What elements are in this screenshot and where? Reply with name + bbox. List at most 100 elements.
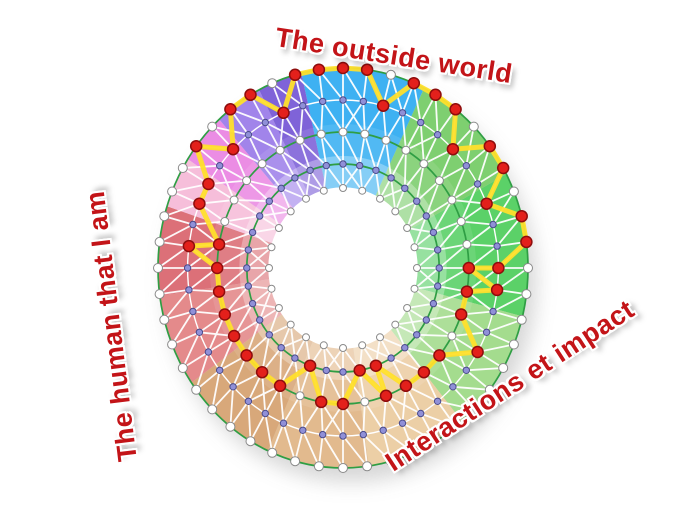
red-node[interactable] bbox=[312, 63, 326, 76]
white-node[interactable] bbox=[338, 127, 348, 137]
purple-node[interactable] bbox=[248, 299, 257, 308]
red-node[interactable] bbox=[353, 364, 366, 377]
white-node[interactable] bbox=[410, 243, 419, 252]
purple-node[interactable] bbox=[279, 419, 288, 427]
purple-node[interactable] bbox=[216, 162, 224, 170]
red-node[interactable] bbox=[288, 68, 302, 82]
purple-node[interactable] bbox=[339, 160, 347, 168]
purple-node[interactable] bbox=[493, 242, 501, 250]
red-node[interactable] bbox=[417, 365, 431, 379]
purple-node[interactable] bbox=[319, 430, 327, 439]
purple-node[interactable] bbox=[433, 131, 442, 139]
red-node[interactable] bbox=[210, 261, 224, 275]
red-node[interactable] bbox=[360, 63, 374, 76]
white-node[interactable] bbox=[313, 461, 324, 472]
white-node[interactable] bbox=[290, 456, 301, 467]
white-node[interactable] bbox=[498, 363, 509, 373]
purple-node[interactable] bbox=[434, 282, 442, 290]
white-node[interactable] bbox=[242, 176, 252, 186]
purple-node[interactable] bbox=[204, 348, 213, 356]
white-node[interactable] bbox=[229, 195, 239, 205]
white-node[interactable] bbox=[456, 217, 466, 226]
white-node[interactable] bbox=[167, 339, 178, 350]
white-node[interactable] bbox=[339, 344, 347, 352]
purple-node[interactable] bbox=[433, 397, 442, 405]
white-node[interactable] bbox=[381, 135, 391, 145]
purple-node[interactable] bbox=[379, 426, 387, 434]
purple-node[interactable] bbox=[462, 162, 470, 170]
red-node[interactable] bbox=[273, 379, 287, 393]
white-node[interactable] bbox=[275, 145, 285, 155]
white-node[interactable] bbox=[267, 78, 278, 89]
purple-node[interactable] bbox=[248, 228, 257, 237]
red-node[interactable] bbox=[255, 365, 269, 379]
purple-node[interactable] bbox=[261, 409, 269, 418]
purple-node[interactable] bbox=[291, 174, 299, 182]
white-node[interactable] bbox=[403, 224, 412, 232]
purple-node[interactable] bbox=[356, 161, 364, 170]
purple-node[interactable] bbox=[482, 328, 491, 336]
white-node[interactable] bbox=[316, 129, 326, 139]
white-node[interactable] bbox=[286, 320, 295, 329]
red-node[interactable] bbox=[446, 142, 460, 156]
white-node[interactable] bbox=[267, 243, 276, 252]
purple-node[interactable] bbox=[429, 299, 438, 308]
red-node[interactable] bbox=[189, 139, 203, 153]
red-node[interactable] bbox=[449, 103, 462, 116]
sector-cyan[interactable] bbox=[301, 67, 425, 269]
purple-node[interactable] bbox=[398, 109, 407, 117]
red-node[interactable] bbox=[483, 139, 497, 153]
white-node[interactable] bbox=[521, 289, 532, 300]
purple-node[interactable] bbox=[489, 307, 497, 316]
white-node[interactable] bbox=[462, 239, 472, 249]
white-node[interactable] bbox=[408, 447, 419, 458]
white-node[interactable] bbox=[447, 195, 457, 205]
purple-node[interactable] bbox=[185, 286, 193, 294]
purple-node[interactable] bbox=[473, 180, 482, 188]
purple-node[interactable] bbox=[462, 366, 470, 374]
white-node[interactable] bbox=[410, 284, 419, 293]
white-node[interactable] bbox=[225, 421, 236, 432]
white-node[interactable] bbox=[450, 421, 461, 432]
white-node[interactable] bbox=[154, 289, 165, 300]
red-node[interactable] bbox=[240, 349, 253, 362]
purple-node[interactable] bbox=[401, 184, 409, 193]
red-node[interactable] bbox=[379, 389, 393, 403]
red-node[interactable] bbox=[429, 88, 442, 102]
red-node[interactable] bbox=[471, 345, 484, 359]
purple-node[interactable] bbox=[195, 328, 204, 336]
white-node[interactable] bbox=[177, 363, 188, 373]
white-node[interactable] bbox=[207, 404, 218, 415]
white-node[interactable] bbox=[413, 264, 421, 272]
white-node[interactable] bbox=[508, 339, 519, 350]
purple-node[interactable] bbox=[299, 426, 307, 434]
white-node[interactable] bbox=[274, 304, 283, 312]
purple-node[interactable] bbox=[422, 316, 430, 324]
purple-node[interactable] bbox=[359, 97, 367, 106]
white-node[interactable] bbox=[339, 184, 347, 192]
red-node[interactable] bbox=[336, 397, 350, 411]
purple-node[interactable] bbox=[244, 246, 253, 254]
white-node[interactable] bbox=[358, 186, 367, 195]
purple-node[interactable] bbox=[244, 282, 253, 290]
white-node[interactable] bbox=[447, 331, 457, 341]
purple-node[interactable] bbox=[244, 131, 253, 139]
red-node[interactable] bbox=[277, 106, 290, 120]
white-node[interactable] bbox=[159, 211, 170, 222]
white-node[interactable] bbox=[419, 159, 429, 169]
purple-node[interactable] bbox=[277, 184, 285, 193]
white-node[interactable] bbox=[220, 217, 230, 226]
red-node[interactable] bbox=[212, 285, 226, 298]
red-node[interactable] bbox=[303, 359, 317, 372]
red-node[interactable] bbox=[520, 235, 533, 249]
purple-node[interactable] bbox=[429, 228, 438, 237]
purple-node[interactable] bbox=[401, 344, 409, 352]
purple-node[interactable] bbox=[277, 344, 285, 352]
purple-node[interactable] bbox=[189, 307, 197, 316]
white-node[interactable] bbox=[434, 176, 444, 186]
white-node[interactable] bbox=[267, 284, 276, 293]
red-node[interactable] bbox=[454, 308, 468, 321]
white-node[interactable] bbox=[153, 263, 163, 273]
red-node[interactable] bbox=[193, 197, 206, 210]
red-node[interactable] bbox=[433, 349, 446, 362]
